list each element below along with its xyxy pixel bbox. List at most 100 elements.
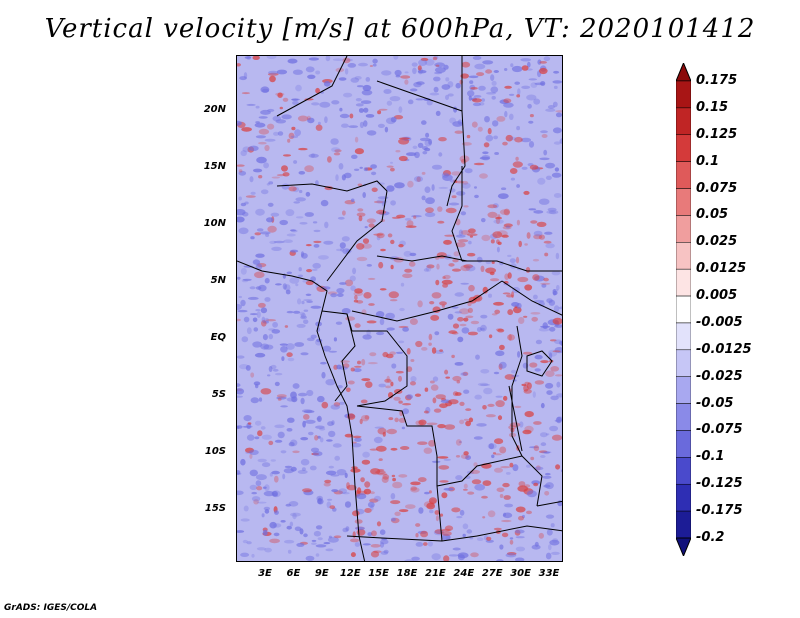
updraft-patch (264, 144, 270, 152)
downdraft-patch (249, 449, 259, 455)
downdraft-patch (553, 85, 558, 89)
updraft-patch (271, 176, 280, 179)
downdraft-patch (238, 196, 242, 201)
updraft-patch (350, 468, 361, 473)
downdraft-patch (275, 283, 282, 286)
updraft-patch (451, 195, 457, 199)
updraft-patch (371, 530, 377, 537)
downdraft-patch (344, 501, 352, 508)
updraft-patch (540, 360, 549, 364)
downdraft-patch (238, 170, 247, 176)
updraft-patch (351, 441, 357, 444)
downdraft-patch (360, 100, 372, 104)
downdraft-patch (401, 426, 406, 430)
downdraft-patch (262, 88, 269, 93)
downdraft-patch (303, 299, 313, 302)
downdraft-patch (323, 240, 334, 245)
downdraft-patch (516, 184, 520, 188)
downdraft-patch (530, 82, 538, 88)
updraft-patch (529, 362, 538, 368)
updraft-patch (390, 500, 401, 505)
downdraft-patch (532, 391, 536, 398)
downdraft-patch (452, 547, 461, 551)
updraft-patch (430, 384, 439, 391)
updraft-patch (333, 402, 341, 407)
downdraft-patch (324, 116, 328, 124)
updraft-patch (504, 273, 510, 280)
updraft-patch (455, 439, 462, 446)
downdraft-patch (528, 141, 535, 148)
downdraft-patch (496, 559, 504, 561)
downdraft-patch (485, 134, 494, 142)
updraft-patch (362, 238, 370, 244)
downdraft-patch (533, 294, 538, 300)
downdraft-patch (264, 484, 270, 492)
downdraft-patch (441, 172, 449, 178)
downdraft-patch (242, 146, 251, 153)
downdraft-patch (425, 132, 430, 138)
updraft-patch (350, 552, 356, 558)
updraft-patch (428, 333, 433, 341)
downdraft-patch (528, 208, 537, 211)
downdraft-patch (390, 517, 396, 522)
downdraft-patch (469, 80, 474, 84)
updraft-patch (306, 269, 313, 273)
field-patches (237, 56, 562, 561)
downdraft-patch (291, 98, 299, 101)
updraft-patch (356, 256, 368, 262)
downdraft-patch (556, 393, 562, 398)
updraft-patch (304, 165, 314, 173)
updraft-patch (237, 63, 241, 67)
updraft-patch (473, 162, 485, 166)
colorbar-label: 0.125 (696, 126, 738, 142)
downdraft-patch (294, 342, 305, 347)
downdraft-patch (545, 382, 554, 389)
updraft-patch (354, 288, 363, 294)
downdraft-patch (300, 437, 309, 441)
downdraft-patch (428, 138, 432, 145)
updraft-patch (405, 225, 417, 228)
updraft-patch (555, 110, 562, 113)
updraft-patch (448, 330, 458, 334)
downdraft-patch (279, 219, 288, 226)
downdraft-patch (429, 509, 434, 514)
updraft-patch (267, 72, 279, 76)
downdraft-patch (244, 201, 249, 205)
downdraft-patch (402, 408, 409, 415)
downdraft-patch (292, 383, 300, 389)
downdraft-patch (533, 466, 544, 471)
downdraft-patch (264, 317, 270, 323)
downdraft-patch (315, 553, 320, 557)
updraft-patch (465, 315, 474, 319)
updraft-patch (406, 220, 414, 227)
downdraft-patch (240, 267, 247, 275)
updraft-patch (286, 352, 293, 358)
downdraft-patch (507, 254, 512, 257)
downdraft-patch (493, 135, 498, 140)
downdraft-patch (550, 523, 555, 528)
downdraft-patch (330, 474, 340, 477)
downdraft-patch (287, 58, 298, 64)
downdraft-patch (373, 436, 383, 444)
lat-label: 5N (210, 275, 226, 286)
country-borders (237, 56, 562, 561)
lat-label: 10S (204, 446, 226, 457)
downdraft-patch (317, 435, 321, 439)
updraft-patch (381, 476, 389, 483)
updraft-patch (504, 374, 515, 380)
downdraft-patch (334, 455, 340, 461)
downdraft-patch (543, 56, 551, 61)
downdraft-patch (432, 376, 439, 382)
downdraft-patch (315, 70, 321, 75)
updraft-patch (351, 466, 358, 469)
downdraft-patch (398, 106, 403, 113)
downdraft-patch (240, 518, 250, 522)
updraft-patch (303, 414, 310, 420)
updraft-patch (467, 302, 472, 307)
downdraft-patch (521, 166, 528, 170)
updraft-patch (357, 487, 362, 494)
downdraft-patch (537, 177, 546, 185)
downdraft-patch (395, 351, 404, 354)
downdraft-patch (461, 182, 471, 189)
lat-label: EQ (210, 332, 226, 343)
